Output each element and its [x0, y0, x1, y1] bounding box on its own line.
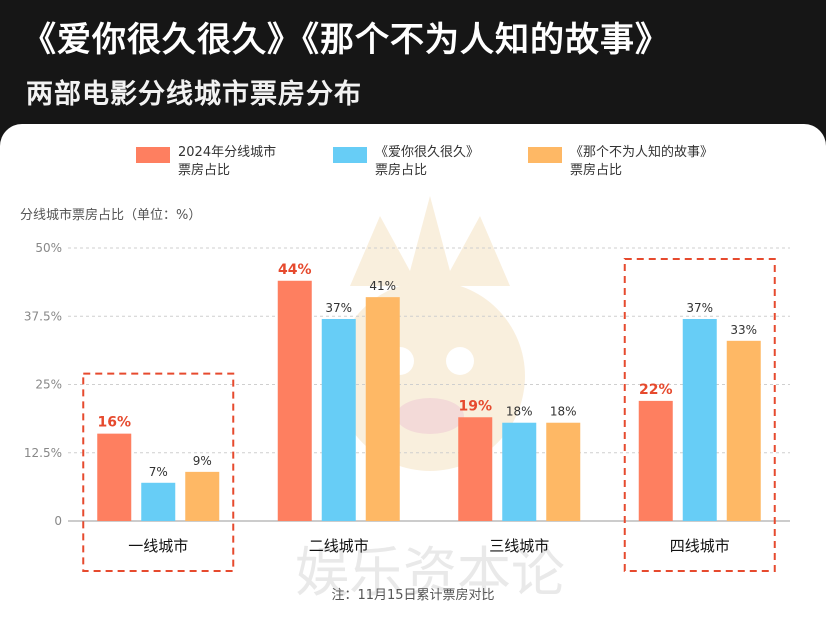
bar	[458, 417, 493, 521]
bar	[365, 297, 400, 521]
legend-label-2024-line1: 2024年分线城市	[178, 145, 277, 160]
highlight-box	[82, 372, 235, 572]
bar-value-label: 37%	[325, 301, 352, 315]
bar-value-label: 41%	[369, 279, 396, 293]
y-tick-label: 50%	[35, 241, 62, 255]
category-label: 二线城市	[309, 537, 369, 555]
legend-item-love: 《爱你很久很久》 票房占比	[333, 144, 545, 180]
bar	[638, 400, 673, 521]
bar	[97, 433, 132, 521]
page-subtitle: 两部电影分线城市票房分布	[26, 79, 362, 110]
legend-item-2024: 2024年分线城市 票房占比	[136, 144, 348, 180]
bar	[682, 318, 717, 521]
bar	[546, 422, 581, 521]
bar	[277, 280, 312, 521]
bar	[141, 482, 176, 521]
bar-chart: 0 12.5% 25% 37.5% 50% 16% 7% 9% 一线城市 44% 37% 41% 二线城…	[24, 241, 790, 572]
bar-value-label: 18%	[506, 405, 533, 419]
legend-swatch-story	[528, 147, 562, 163]
highlight-box	[623, 257, 776, 572]
legend-item-story: 《那个不为人知的故事》 票房占比	[528, 144, 770, 180]
legend-swatch-2024	[136, 147, 170, 163]
bar-value-label: 44%	[278, 262, 312, 278]
y-axis-title: 分线城市票房占比（单位：%）	[20, 208, 202, 223]
legend-label-love-line2: 票房占比	[375, 163, 428, 178]
legend-label-story-line2: 票房占比	[570, 163, 623, 178]
bar-value-label: 9%	[193, 454, 212, 468]
page-title: 《爱你很久很久》《那个不为人知的故事》	[22, 20, 670, 60]
footnote: 注：11月15日累计票房对比	[331, 588, 495, 603]
legend-label-love-line1: 《爱你很久很久》	[375, 145, 480, 160]
y-tick-label: 25%	[35, 378, 62, 392]
bar-value-label: 16%	[97, 415, 131, 431]
bar-value-label: 22%	[639, 382, 673, 398]
legend-label-story-line1: 《那个不为人知的故事》	[570, 145, 714, 160]
y-tick-label: 37.5%	[24, 309, 62, 323]
bar-value-label: 19%	[458, 398, 492, 414]
bar	[185, 471, 220, 521]
bar-value-label: 18%	[550, 405, 577, 419]
y-tick-label: 0	[54, 514, 62, 528]
bar	[726, 340, 761, 521]
bar-value-label: 37%	[686, 301, 713, 315]
legend-label-2024-line2: 票房占比	[178, 163, 231, 178]
y-tick-label: 12.5%	[24, 446, 62, 460]
category-label: 一线城市	[128, 537, 188, 555]
category-label: 三线城市	[489, 537, 549, 555]
bar-value-label: 7%	[149, 465, 168, 479]
bar-value-label: 33%	[730, 323, 757, 337]
bar	[321, 318, 356, 521]
category-label: 四线城市	[670, 537, 730, 555]
bar	[502, 422, 537, 521]
chart-card: 娱乐资本论 2024年分线城市 票房占比 《爱你很久很久》 票房占比 《那个不为…	[0, 124, 826, 628]
legend-swatch-love	[333, 147, 367, 163]
